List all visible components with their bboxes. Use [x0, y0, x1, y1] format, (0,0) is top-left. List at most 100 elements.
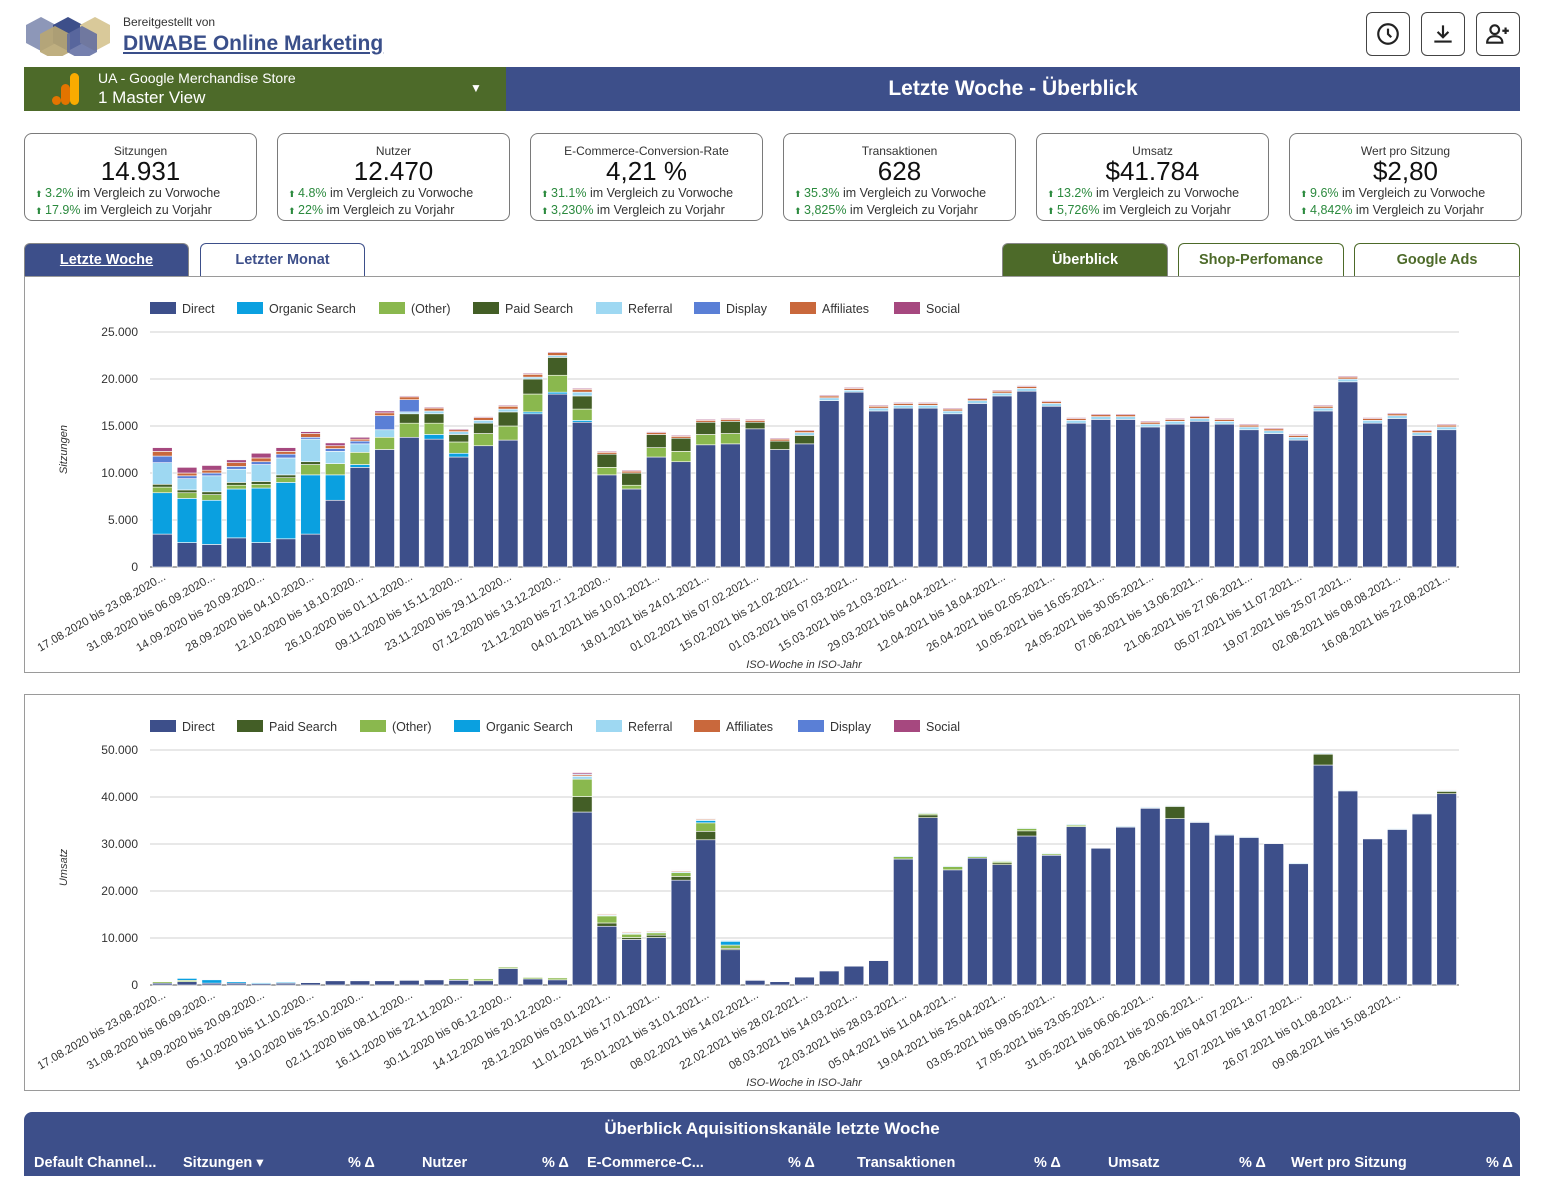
bar-segment [1140, 426, 1161, 568]
bar-segment [275, 482, 297, 540]
bar-segment [1238, 423, 1260, 426]
bar-segment [423, 979, 445, 986]
table-column-header[interactable]: Sitzungen ▾ [183, 1155, 264, 1171]
bar-segment [176, 978, 198, 981]
bar-segment [991, 392, 1013, 397]
history-button[interactable] [1366, 12, 1410, 56]
legend-label: Social [926, 302, 960, 316]
bar-segment [250, 464, 272, 482]
legend-swatch [454, 720, 480, 732]
kpi-value: 628 [877, 156, 922, 186]
legend-label: Affiliates [726, 720, 773, 734]
table-column-header[interactable]: E-Commerce-C... [587, 1155, 704, 1171]
bar-segment [1238, 837, 1260, 986]
bar-segment [1164, 418, 1186, 420]
kpi-compare-prev-year: ⬆ 22% im Vergleich zu Vorjahr [288, 203, 454, 217]
legend-label: Affiliates [822, 302, 869, 316]
bar-segment [448, 452, 469, 458]
table-column-header[interactable]: % Δ [542, 1155, 569, 1171]
bar-segment [448, 456, 469, 568]
table-column-header[interactable]: % Δ [1034, 1155, 1061, 1171]
bar-segment [967, 857, 988, 986]
bar-segment [769, 440, 790, 450]
bar-segment [646, 937, 667, 986]
bar-segment [349, 452, 371, 465]
bar-segment [275, 447, 297, 452]
bar-segment [868, 410, 889, 568]
kpi-change-label: im Vergleich zu Vorwoche [586, 186, 734, 200]
tab-overview[interactable]: Überblick [1002, 243, 1168, 276]
bar-segment [1041, 405, 1062, 568]
bar-segment [621, 484, 642, 490]
table-column-header[interactable]: % Δ [348, 1155, 375, 1171]
bar-segment [325, 980, 346, 986]
table-column-header[interactable]: Nutzer [422, 1155, 468, 1171]
arrow-up-icon: ⬆ [541, 189, 552, 199]
bar-segment [819, 970, 840, 986]
bar-segment [374, 415, 395, 431]
download-button[interactable] [1421, 12, 1465, 56]
legend-swatch [790, 302, 816, 314]
tab-shop-performance[interactable]: Shop-Perfomance [1178, 243, 1344, 276]
bar-segment [176, 492, 198, 499]
table-column-header[interactable]: % Δ [1486, 1155, 1513, 1171]
bar-segment [522, 378, 544, 395]
legend-item: Display [694, 302, 768, 316]
table-column-header[interactable]: Umsatz [1108, 1155, 1160, 1171]
bar-segment [1288, 863, 1309, 986]
kpi-label: Wert pro Sitzung [1360, 144, 1451, 158]
bar-segment [991, 864, 1013, 986]
legend-label: (Other) [392, 720, 432, 734]
table-column-header[interactable]: Wert pro Sitzung [1291, 1155, 1407, 1171]
kpi-change-label: im Vergleich zu Vorwoche [73, 186, 221, 200]
bar-segment [1164, 818, 1186, 986]
bar-segment [423, 438, 445, 568]
bar-segment [423, 406, 445, 409]
kpi-compare-prev-year: ⬆ 5,726% im Vergleich zu Vorjahr [1047, 203, 1231, 217]
bar-segment [250, 461, 272, 465]
tab-google-ads[interactable]: Google Ads [1354, 243, 1520, 276]
bar-segment [201, 465, 222, 471]
bar-segment [1263, 433, 1284, 568]
bar-segment [300, 433, 321, 438]
bar-segment [1436, 426, 1457, 431]
add-person-icon [1486, 24, 1509, 44]
tab-last-month[interactable]: Letzter Monat [200, 243, 365, 276]
bar-segment [572, 772, 593, 775]
bar-segment [176, 498, 198, 543]
table-column-header[interactable]: % Δ [1239, 1155, 1266, 1171]
kpi-change-label: im Vergleich zu Vorjahr [80, 203, 212, 217]
bar-segment [1115, 419, 1136, 568]
bar-segment [1337, 381, 1359, 568]
company-link[interactable]: DIWABE Online Marketing [123, 32, 384, 55]
share-button[interactable] [1476, 12, 1520, 56]
bar-segment [596, 474, 618, 568]
kpi-change-percent: 4.8% [298, 186, 327, 200]
bar-segment [1115, 826, 1136, 986]
legend-swatch [694, 302, 720, 314]
table-column-header[interactable]: Transaktionen [857, 1155, 956, 1171]
bar-segment [275, 453, 297, 459]
bar-segment [621, 939, 642, 986]
bar-segment [1016, 390, 1037, 568]
table-column-header[interactable]: Default Channel... [34, 1155, 157, 1171]
bar-segment [794, 435, 815, 445]
bar-segment [1436, 793, 1457, 986]
y-tick-label: 10.000 [101, 931, 138, 945]
legend-swatch [596, 302, 622, 314]
bar-segment [868, 405, 889, 407]
legend-swatch [694, 720, 720, 732]
data-source-selector[interactable]: UA - Google Merchandise Store 1 Master V… [24, 67, 506, 111]
bar-segment [250, 982, 272, 984]
tab-last-week[interactable]: Letzte Woche [24, 243, 189, 276]
bar-segment [596, 922, 618, 927]
bar-segment [399, 413, 420, 424]
table-column-header[interactable]: % Δ [788, 1155, 815, 1171]
page-title: Letzte Woche - Überblick [506, 67, 1520, 111]
bar-segment [720, 443, 741, 568]
legend-item: Organic Search [454, 720, 573, 734]
bar-segment [349, 464, 371, 468]
legend-swatch [894, 302, 920, 314]
bar-segment [794, 432, 815, 436]
